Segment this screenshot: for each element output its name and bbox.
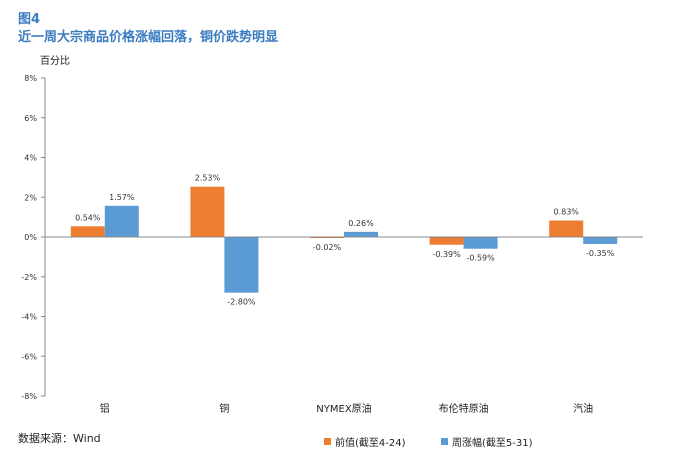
data-label: 2.53% bbox=[195, 174, 221, 183]
bar-prev bbox=[70, 226, 105, 237]
bar-prev bbox=[429, 237, 464, 245]
bar-week bbox=[344, 231, 378, 237]
y-tick-label: 6% bbox=[24, 114, 37, 123]
data-label: 1.57% bbox=[109, 193, 135, 202]
y-tick-label: -8% bbox=[21, 392, 37, 401]
data-source-note: 数据来源：Wind bbox=[18, 432, 101, 445]
figure-title: 近一周大宗商品价格涨幅回落，铜价跌势明显 bbox=[18, 30, 279, 45]
data-label: -0.35% bbox=[586, 249, 615, 258]
legend-item-prev: 前值(截至4-24) bbox=[324, 434, 406, 449]
bar-prev bbox=[549, 220, 584, 237]
x-category-label: 布伦特原油 bbox=[439, 402, 489, 415]
data-label: 0.83% bbox=[553, 208, 579, 217]
data-label: -0.02% bbox=[313, 243, 342, 252]
legend-swatch-week bbox=[441, 438, 448, 445]
legend-label-week: 周涨幅(截至5-31) bbox=[452, 438, 533, 449]
y-tick-label: -2% bbox=[21, 273, 37, 282]
y-axis-label: 百分比 bbox=[40, 55, 70, 67]
data-label: 0.26% bbox=[348, 219, 374, 228]
y-tick-label: 4% bbox=[24, 154, 37, 163]
bar-week bbox=[463, 237, 498, 249]
x-category-label: 铜 bbox=[219, 403, 229, 415]
x-category-label: 铝 bbox=[100, 403, 110, 415]
y-tick-label: 8% bbox=[24, 74, 37, 83]
data-label: -0.39% bbox=[432, 250, 461, 259]
figure-number: 图4 bbox=[18, 12, 41, 27]
bar-prev bbox=[190, 186, 225, 237]
bar-week bbox=[224, 237, 259, 293]
x-category-label: NYMEX原油 bbox=[316, 402, 371, 415]
y-tick-label: 0% bbox=[24, 233, 37, 242]
legend-swatch-prev bbox=[324, 438, 331, 445]
legend-item-week: 周涨幅(截至5-31) bbox=[441, 434, 533, 449]
data-label: 0.54% bbox=[75, 213, 101, 222]
bar-week bbox=[583, 237, 618, 244]
data-label: -2.80% bbox=[227, 298, 256, 307]
y-tick-label: -4% bbox=[21, 313, 37, 322]
legend-label-prev: 前值(截至4-24) bbox=[335, 438, 406, 449]
data-label: -0.59% bbox=[466, 254, 495, 263]
y-tick-label: 2% bbox=[24, 193, 37, 202]
y-tick-label: -6% bbox=[21, 352, 37, 361]
bar-week bbox=[104, 205, 139, 237]
x-category-label: 汽油 bbox=[573, 402, 593, 415]
